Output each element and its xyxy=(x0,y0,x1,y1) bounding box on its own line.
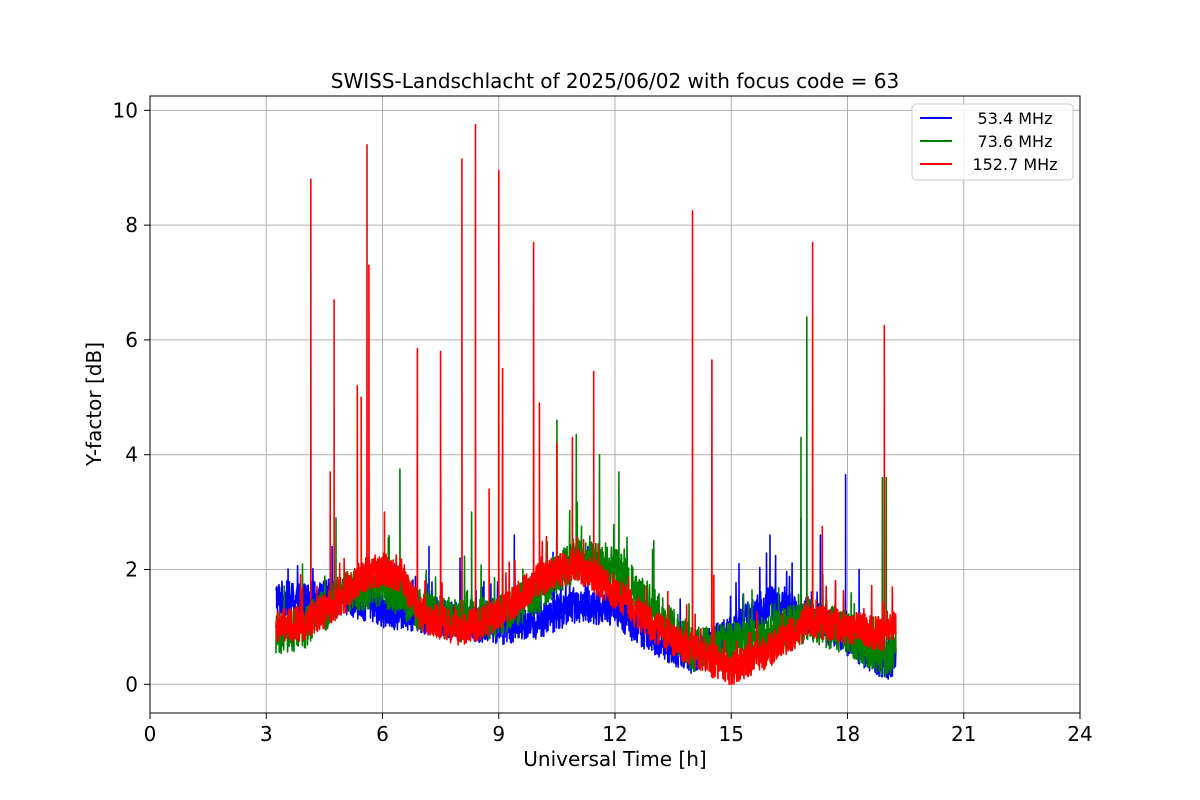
x-tick-label: 9 xyxy=(492,722,505,746)
series-line-152-7-mhz xyxy=(275,123,897,686)
y-tick-label: 10 xyxy=(113,98,138,122)
x-tick-label: 18 xyxy=(835,722,860,746)
legend-box xyxy=(911,103,1074,181)
y-tick-label: 6 xyxy=(125,328,138,352)
x-tick-label: 0 xyxy=(144,722,157,746)
y-tick-label: 4 xyxy=(125,443,138,467)
x-tick-label: 6 xyxy=(376,722,389,746)
chart-title: SWISS-Landschlacht of 2025/06/02 with fo… xyxy=(331,69,899,93)
y-tick-label: 8 xyxy=(125,213,138,237)
y-tick-label: 0 xyxy=(125,672,138,696)
legend-label-53-4: 53.4 MHz xyxy=(978,109,1053,128)
y-tick-label: 2 xyxy=(125,558,138,582)
y-axis-label: Y-factor [dB] xyxy=(82,342,106,467)
x-tick-label: 3 xyxy=(260,722,273,746)
x-tick-label: 21 xyxy=(951,722,976,746)
series-layer xyxy=(275,123,897,686)
legend: 53.4 MHz 73.6 MHz 152.7 MHz xyxy=(911,103,1074,181)
x-tick-label: 15 xyxy=(719,722,744,746)
legend-label-73-6: 73.6 MHz xyxy=(978,132,1053,151)
x-axis-label: Universal Time [h] xyxy=(523,747,706,771)
legend-label-152-7: 152.7 MHz xyxy=(972,155,1057,174)
x-tick-label: 12 xyxy=(602,722,627,746)
x-tick-label: 24 xyxy=(1067,722,1092,746)
